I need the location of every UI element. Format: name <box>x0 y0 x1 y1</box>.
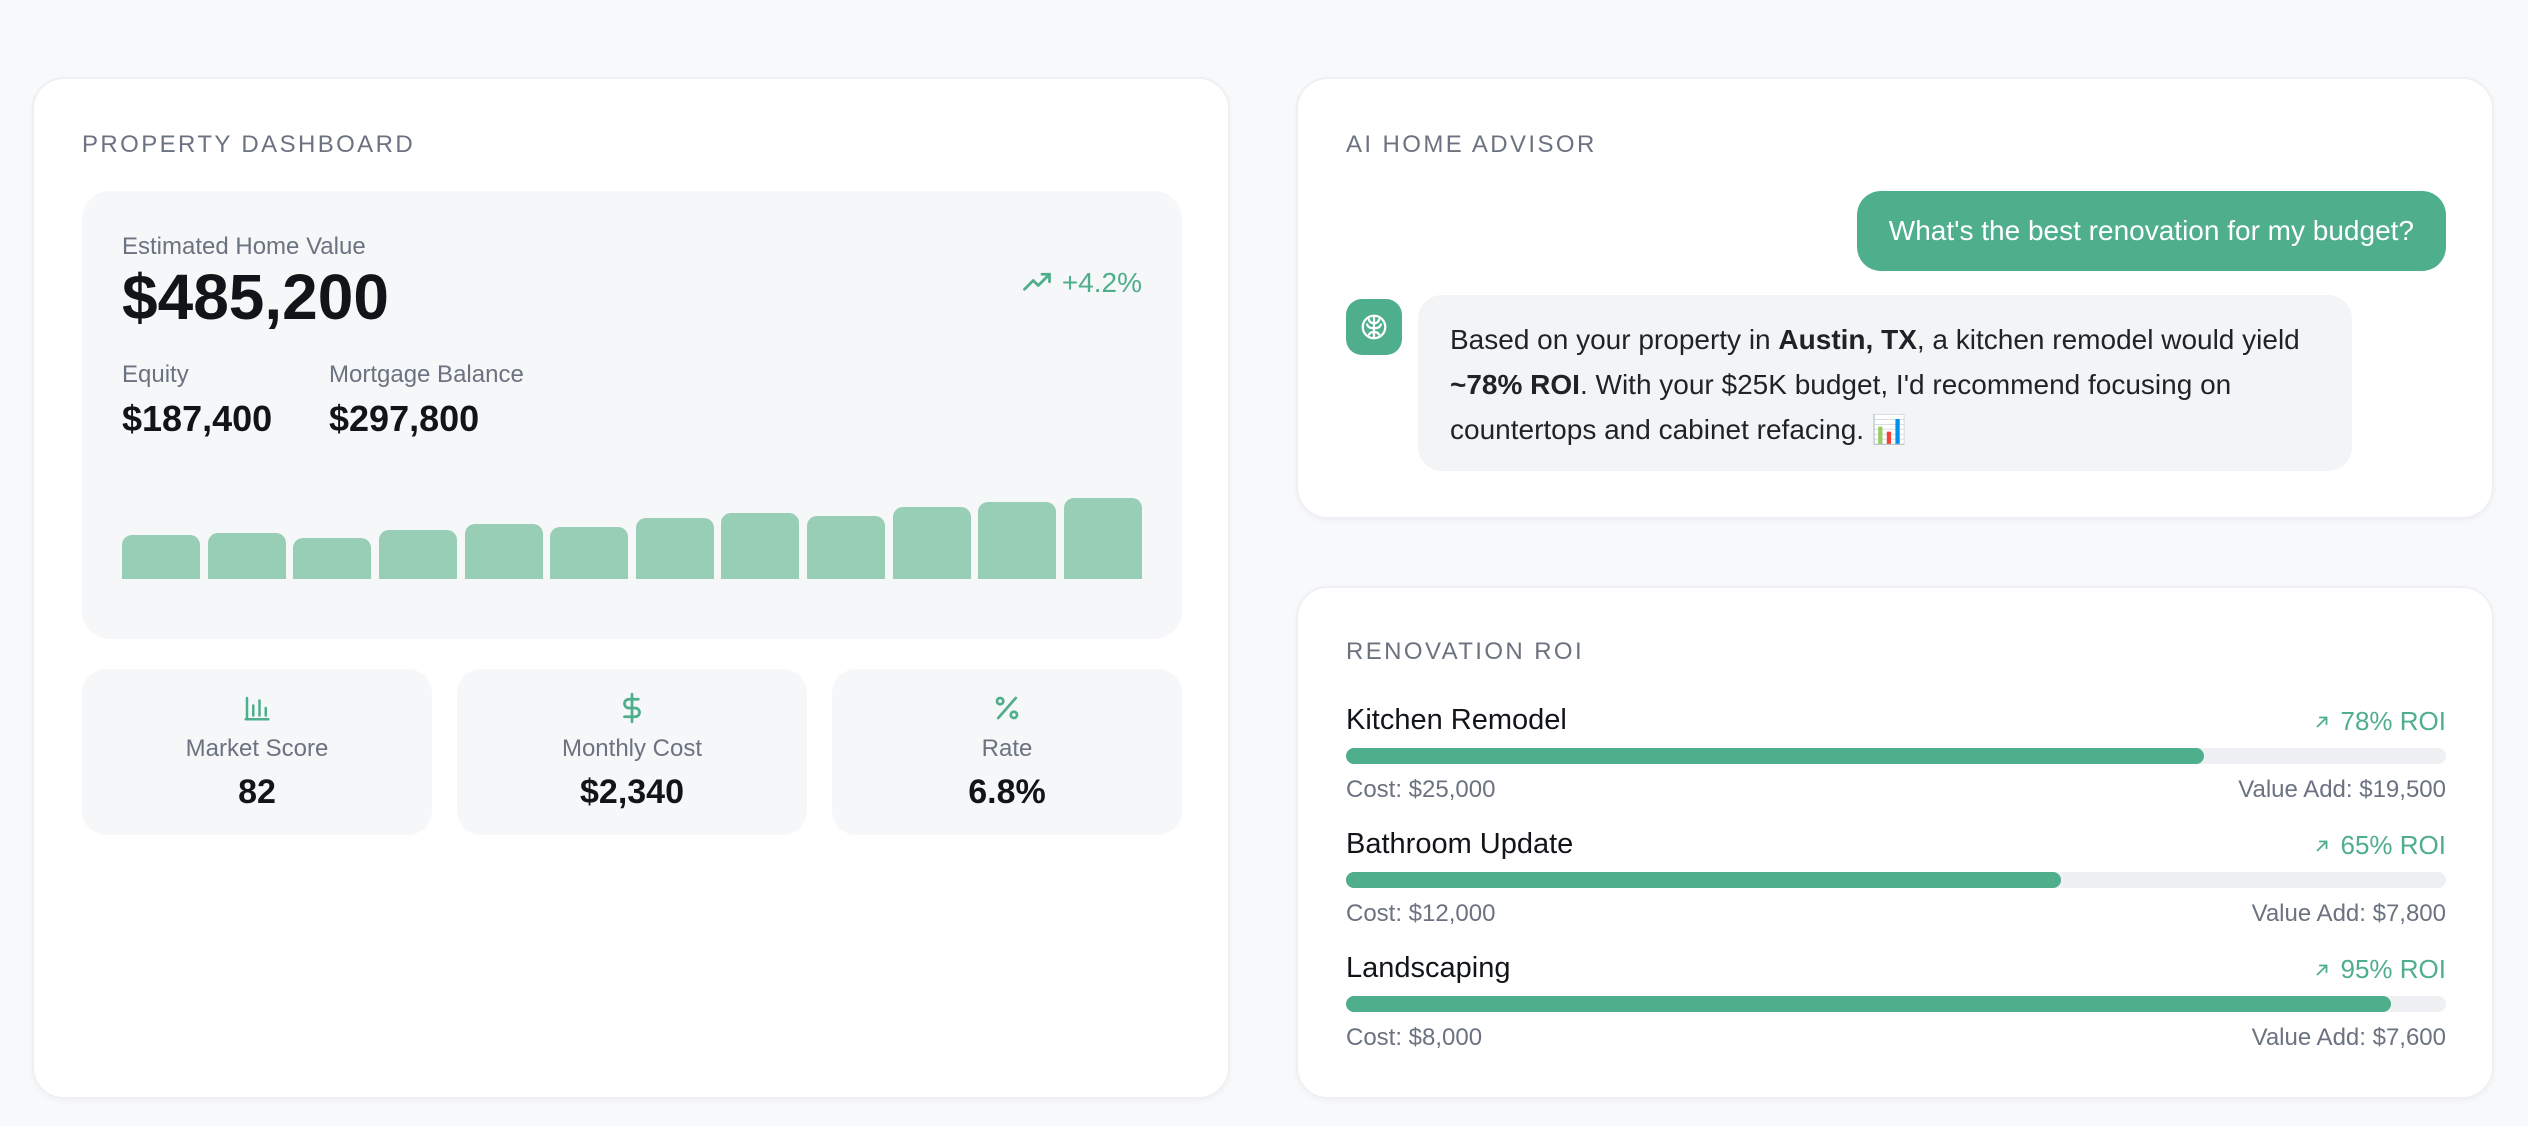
roi-item-kitchen-remodel: Kitchen Remodel 78% ROI Cost: $25,000 Va… <box>1346 704 2446 814</box>
dashboard-title: PROPERTY DASHBOARD <box>82 131 416 158</box>
roi-value-add: Value Add: $7,600 <box>2251 1024 2446 1051</box>
home-value-label: Estimated Home Value <box>122 233 366 260</box>
arrow-up-right-icon <box>2316 840 2327 851</box>
trend-bar <box>807 516 885 579</box>
trend-bar <box>293 538 371 579</box>
stat-card-monthly-cost: Monthly Cost $2,340 <box>457 669 807 835</box>
property-dashboard-card: PROPERTY DASHBOARD Estimated Home Value … <box>32 77 1230 1099</box>
roi-value-add: Value Add: $7,800 <box>2251 900 2446 927</box>
trend-bar <box>379 530 457 579</box>
user-message-bubble: What's the best renovation for my budget… <box>1856 191 2446 271</box>
percent-icon <box>832 691 1182 725</box>
roi-item-name: Landscaping <box>1346 952 1511 984</box>
roi-progress-track <box>1346 872 2446 888</box>
roi-value-add: Value Add: $19,500 <box>2238 776 2446 803</box>
roi-percentage-text: 78% ROI <box>2340 706 2447 736</box>
stat-value: 6.8% <box>968 773 1046 811</box>
trend-bar <box>122 535 200 579</box>
roi-percentage: 95% ROI <box>2313 954 2447 985</box>
stat-value: 82 <box>238 773 276 811</box>
mortgage-value: $297,800 <box>329 398 480 439</box>
bar-chart-icon <box>82 691 432 725</box>
ai-advisor-card: AI HOME ADVISOR What's the best renovati… <box>1296 77 2494 519</box>
roi-progress-fill <box>1346 996 2391 1012</box>
roi-progress-track <box>1346 748 2446 764</box>
trending-up-icon <box>1022 272 1051 291</box>
roi-progress-track <box>1346 996 2446 1012</box>
roi-title: RENOVATION ROI <box>1346 638 1585 665</box>
trend-bar <box>893 507 971 579</box>
roi-item-name: Bathroom Update <box>1346 828 1574 860</box>
stat-value: $2,340 <box>580 773 684 811</box>
arrow-up-right-icon <box>2316 964 2327 975</box>
stat-label: Rate <box>981 735 1033 762</box>
stat-card-market-score: Market Score 82 <box>82 669 432 835</box>
stat-label: Monthly Cost <box>561 735 703 762</box>
ai-message-text: Based on your property in <box>1450 324 1779 355</box>
roi-percentage: 78% ROI <box>2313 706 2447 737</box>
trend-bar <box>636 518 714 579</box>
arrow-up-right-icon <box>2316 716 2327 727</box>
roi-percentage: 65% ROI <box>2313 830 2447 861</box>
equity-value: $187,400 <box>122 398 273 439</box>
trend-bar <box>721 513 799 579</box>
ai-message-text: , a kitchen remodel would yield <box>1916 324 2300 355</box>
roi-item-name: Kitchen Remodel <box>1346 704 1567 736</box>
trend-bar <box>1064 498 1142 579</box>
stat-label: Market Score <box>185 735 329 762</box>
mortgage-label: Mortgage Balance <box>329 361 524 388</box>
roi-percentage-text: 95% ROI <box>2340 954 2447 984</box>
trend-bar <box>550 527 628 579</box>
brain-icon <box>1361 314 1387 340</box>
trend-bar <box>978 502 1056 579</box>
roi-item-landscaping: Landscaping 95% ROI Cost: $8,000 Value A… <box>1346 952 2446 1062</box>
roi-percentage-text: 65% ROI <box>2340 830 2447 860</box>
roi-cost: Cost: $8,000 <box>1346 1024 1483 1051</box>
roi-cost: Cost: $12,000 <box>1346 900 1496 927</box>
equity-label: Equity <box>122 361 189 388</box>
value-change-badge: +4.2% <box>1022 267 1142 299</box>
home-value: $485,200 <box>122 261 389 333</box>
trend-bar <box>208 533 286 579</box>
home-value-panel: Estimated Home Value $485,200 +4.2% Equi… <box>82 191 1182 639</box>
roi-item-bathroom-update: Bathroom Update 65% ROI Cost: $12,000 Va… <box>1346 828 2446 938</box>
value-change-text: +4.2% <box>1061 267 1142 298</box>
ai-avatar <box>1346 299 1402 355</box>
advisor-title: AI HOME ADVISOR <box>1346 131 1597 158</box>
chart-emoji-icon: 📊 <box>1871 414 1907 445</box>
ai-message-text: . With your $25K budget, I'd recommend f… <box>1450 369 2232 445</box>
trend-bar <box>465 524 543 579</box>
dollar-icon <box>457 691 807 725</box>
ai-message-location: Austin, TX <box>1778 324 1917 355</box>
ai-message-bubble: Based on your property in Austin, TX, a … <box>1418 295 2352 471</box>
roi-cost: Cost: $25,000 <box>1346 776 1496 803</box>
ai-message-roi: ~78% ROI <box>1450 369 1580 400</box>
roi-progress-fill <box>1346 748 2204 764</box>
renovation-roi-card: RENOVATION ROI Kitchen Remodel 78% ROI C… <box>1296 586 2494 1099</box>
value-trend-bars <box>122 495 1142 579</box>
roi-progress-fill <box>1346 872 2061 888</box>
stat-card-rate: Rate 6.8% <box>832 669 1182 835</box>
